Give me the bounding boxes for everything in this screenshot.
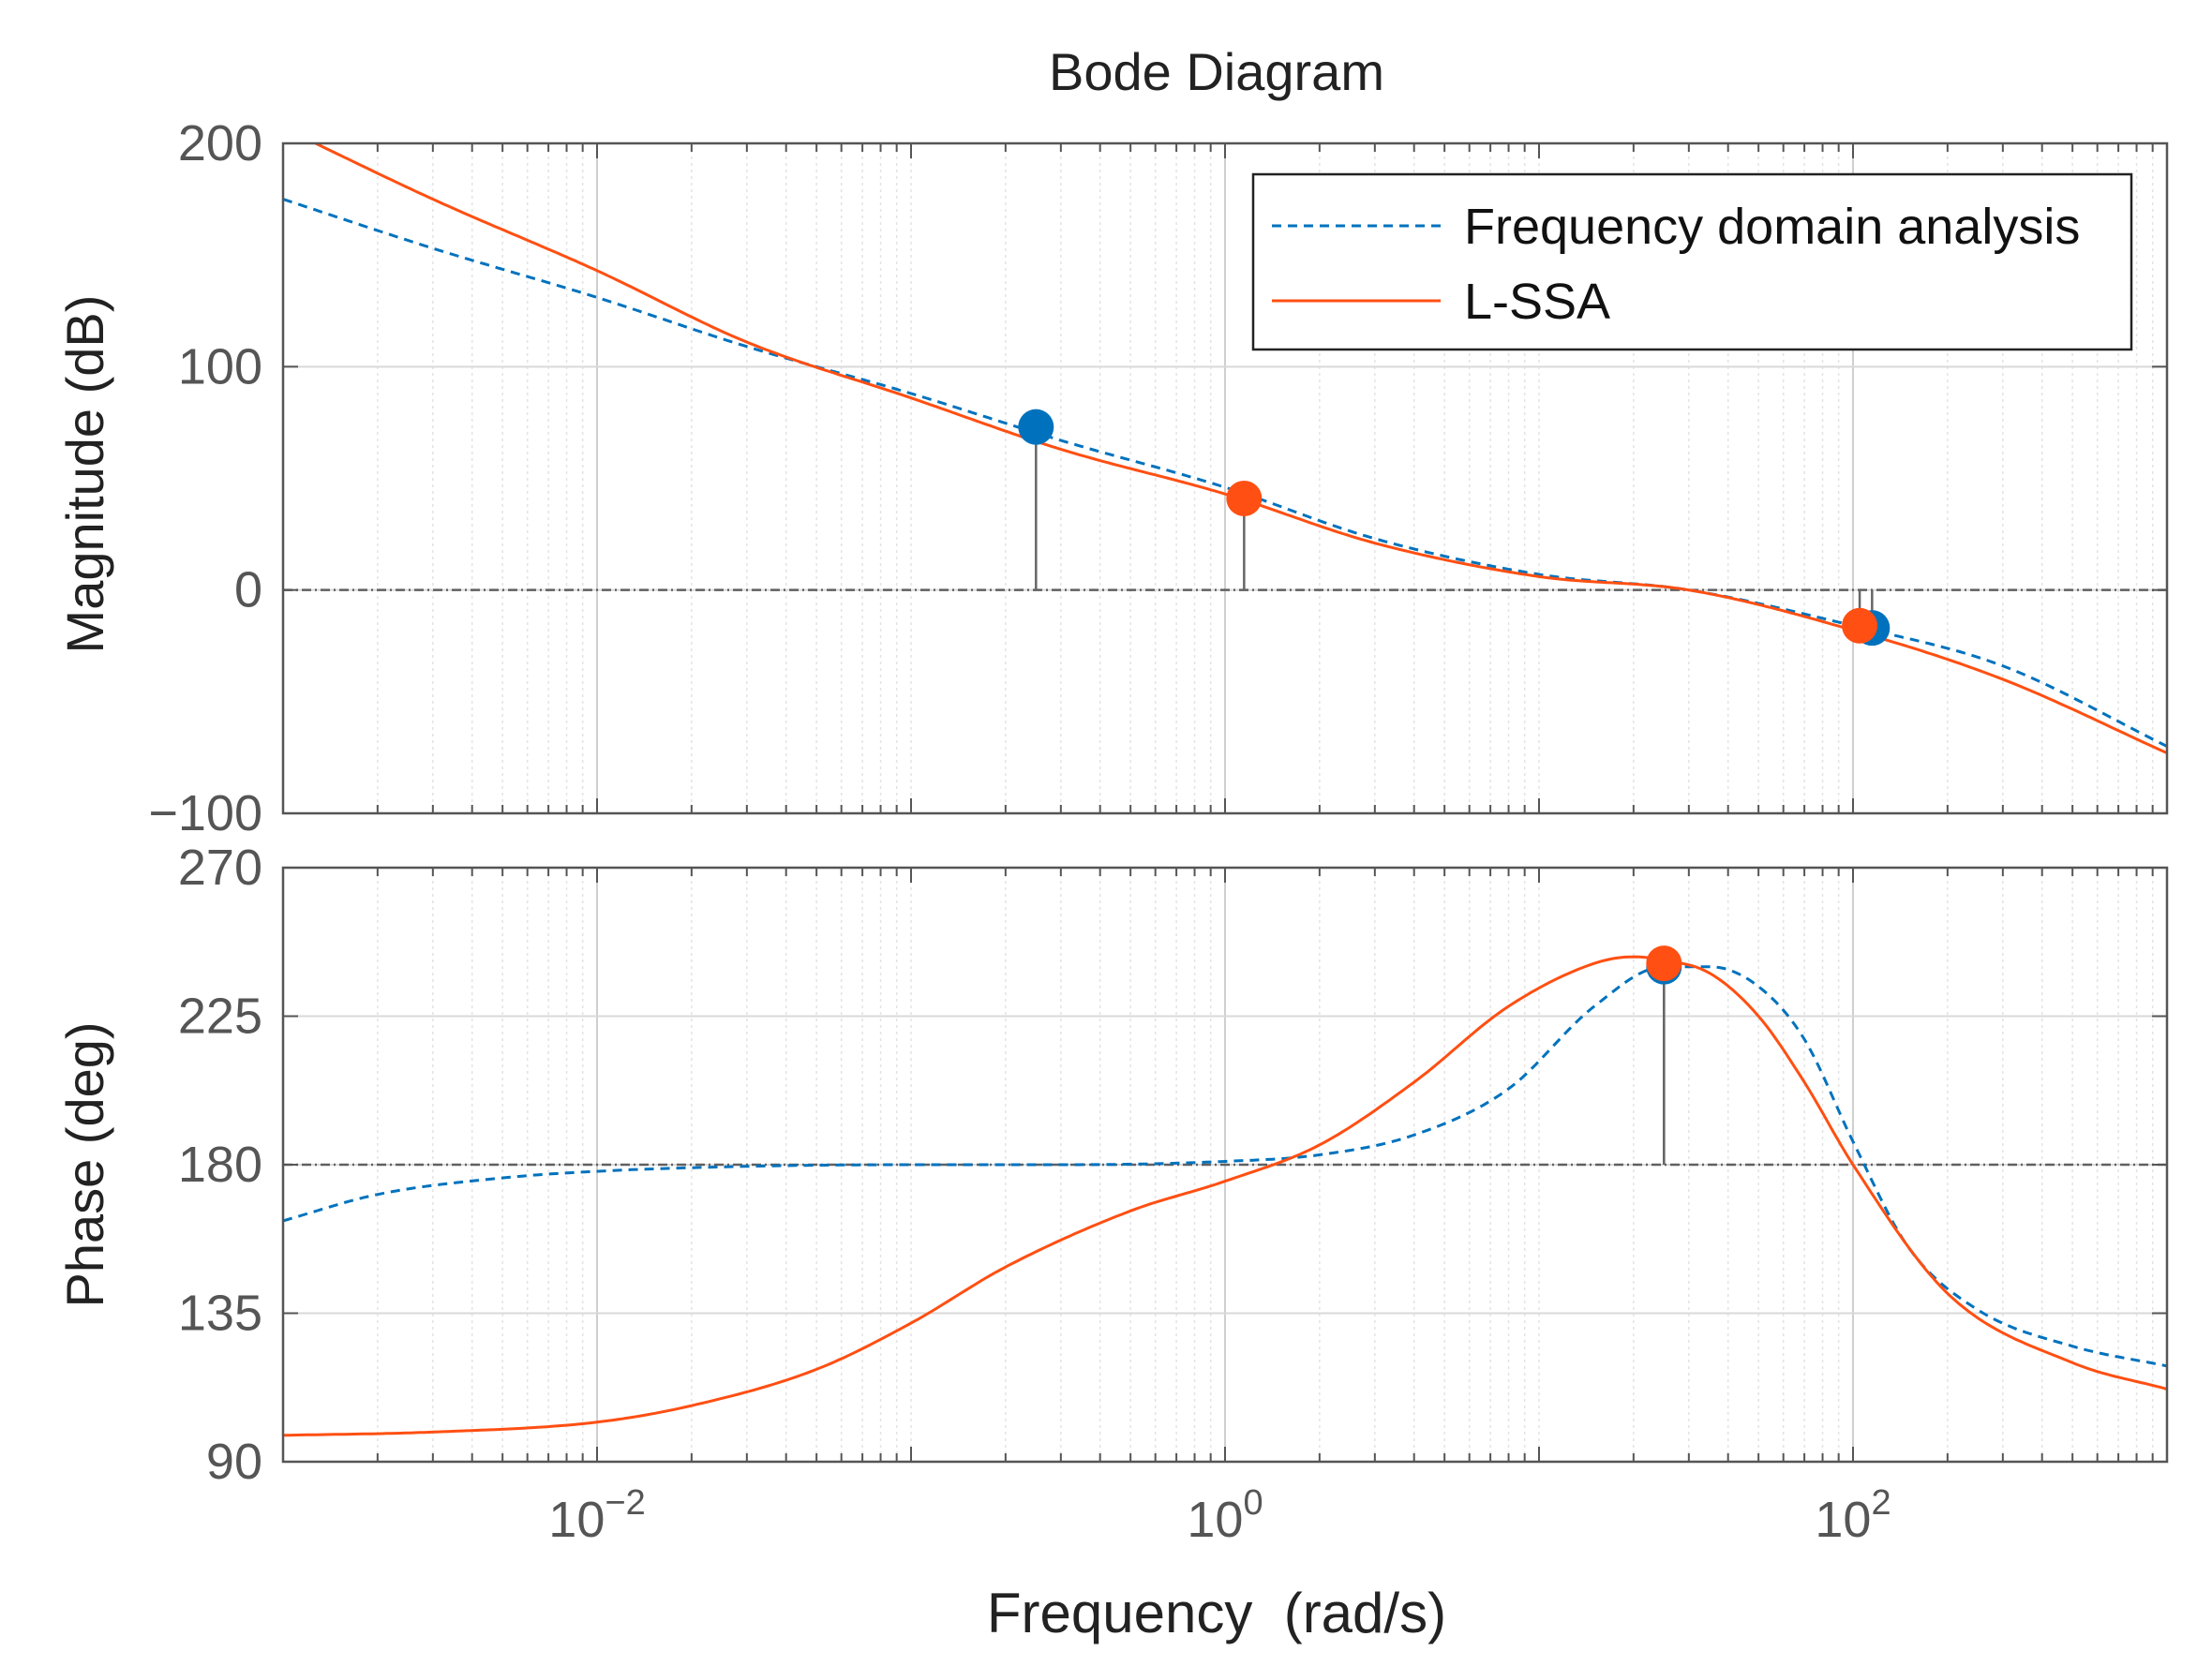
lssa-margin-marker [1226, 480, 1263, 516]
legend-label: Frequency domain analysis [1464, 199, 2080, 255]
y-tick-label: 0 [234, 562, 262, 618]
phase-panel: 90 135 180 225 270 [178, 840, 2169, 1490]
magnitude-panel: −100 0 100 200 [148, 115, 2169, 841]
lssa-margin-marker [1842, 607, 1878, 644]
magnitude-ylabel: Magnitude (dB) [55, 295, 114, 654]
y-tick-label: 90 [206, 1434, 262, 1490]
phase-ylabel: Phase (deg) [55, 1021, 114, 1307]
lssa-phase-line [283, 955, 2167, 1437]
x-axis-label: Frequency (rad/s) [987, 1582, 1446, 1644]
lssa-margin-marker [1646, 945, 1682, 982]
y-tick-label: 270 [178, 840, 262, 896]
x-tick-label: 100 [1187, 1483, 1263, 1548]
y-tick-label: 135 [178, 1286, 262, 1342]
y-tick-label: 225 [178, 989, 262, 1045]
x-tick-labels: 10−2 100 102 [548, 1483, 1891, 1548]
x-tick-label: 10−2 [548, 1483, 645, 1548]
frequency-domain-margin-marker [1018, 409, 1054, 445]
chart-title: Bode Diagram [1049, 42, 1384, 101]
x-tick-label: 102 [1815, 1483, 1891, 1548]
y-tick-label: 180 [178, 1137, 262, 1193]
legend-label: L-SSA [1464, 274, 1610, 330]
y-tick-label: 100 [178, 338, 262, 394]
legend-box [1251, 172, 2133, 351]
y-tick-label: −100 [148, 785, 262, 841]
legend: Frequency domain analysis L-SSA [1251, 172, 2133, 351]
y-tick-label: 200 [178, 115, 262, 171]
frequency-domain-phase-line [283, 965, 2167, 1368]
